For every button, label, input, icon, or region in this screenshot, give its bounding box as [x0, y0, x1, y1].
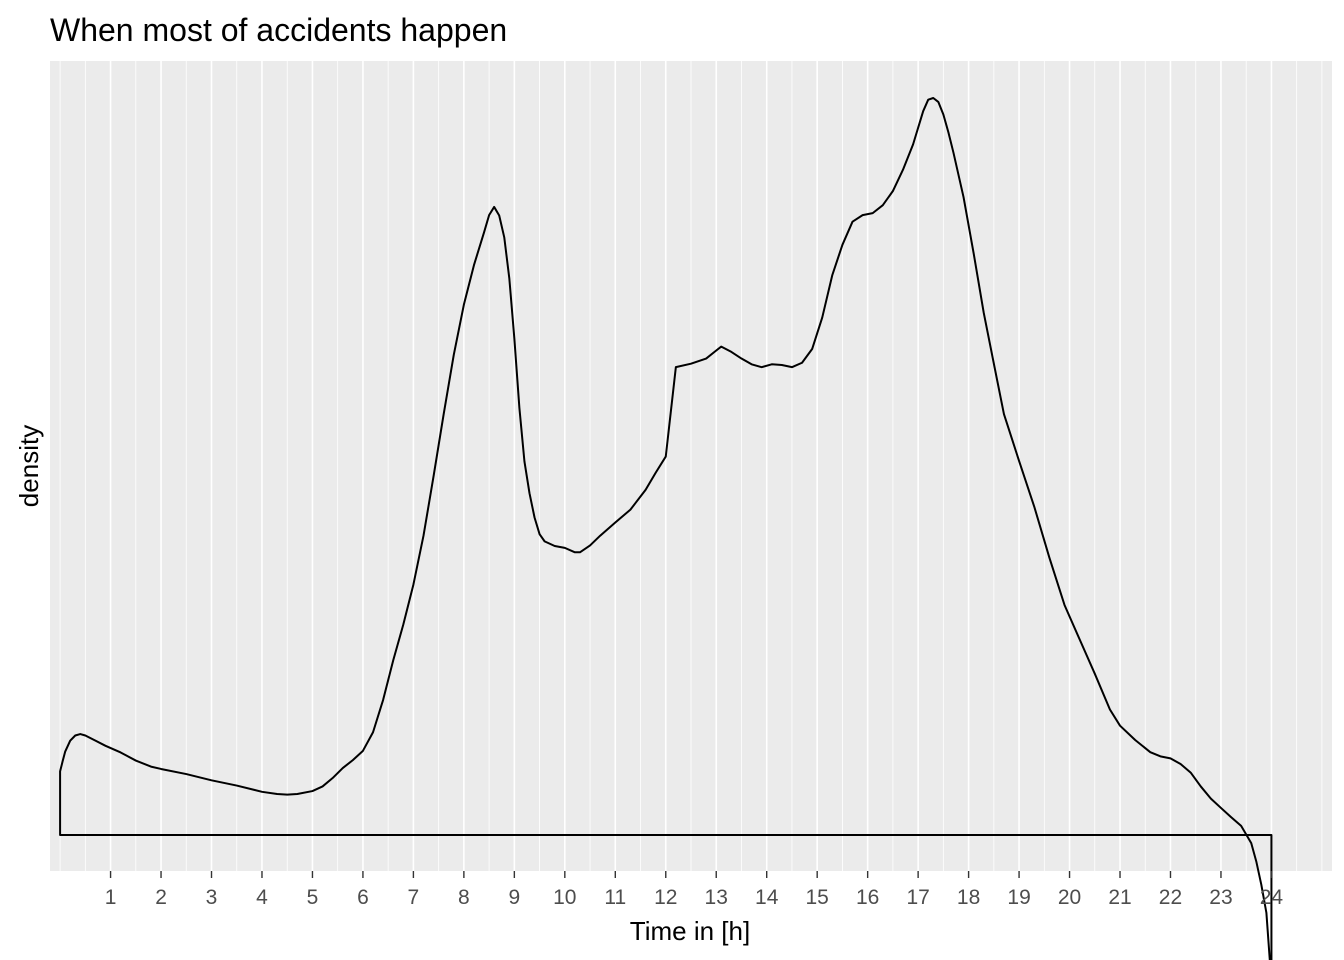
x-axis-title: Time in [h] — [630, 916, 750, 946]
x-tick-label: 21 — [1108, 886, 1131, 909]
x-tick-label: 4 — [256, 886, 268, 909]
x-tick-label: 6 — [357, 886, 369, 909]
x-axis-tick-labels: 1 2 3 4 5 6 7 8 9 10 11 12 13 14 15 16 17 18 19 20 21 22 23 24 — [105, 886, 1284, 909]
x-tick-label: 11 — [604, 886, 626, 909]
x-tick-label: 8 — [458, 886, 470, 909]
x-tick-label: 13 — [705, 886, 728, 909]
x-tick-label: 24 — [1260, 886, 1284, 909]
x-tick-label: 5 — [307, 886, 319, 909]
x-tick-label: 12 — [654, 886, 677, 909]
x-tick-label: 14 — [755, 886, 779, 909]
x-tick-label: 1 — [105, 886, 117, 909]
x-tick-label: 20 — [1058, 886, 1081, 909]
x-tick-label: 23 — [1209, 886, 1232, 909]
x-tick-label: 2 — [155, 886, 167, 909]
x-tick-label: 19 — [1007, 886, 1030, 909]
x-axis-ticks — [109, 871, 1273, 878]
x-tick-label: 22 — [1159, 886, 1182, 909]
x-tick-label: 3 — [206, 886, 218, 909]
chart-title: When most of accidents happen — [50, 12, 507, 48]
y-axis-title: density — [14, 425, 44, 507]
minor-gridlines — [59, 61, 1323, 871]
x-tick-label: 18 — [957, 886, 980, 909]
major-gridlines — [109, 61, 1273, 871]
x-tick-label: 15 — [806, 886, 829, 909]
x-tick-label: 17 — [906, 886, 929, 909]
x-tick-label: 7 — [408, 886, 420, 909]
density-curve — [59, 97, 1273, 960]
x-tick-label: 16 — [856, 886, 879, 909]
x-tick-label: 10 — [553, 886, 576, 909]
x-tick-label: 9 — [509, 886, 521, 909]
